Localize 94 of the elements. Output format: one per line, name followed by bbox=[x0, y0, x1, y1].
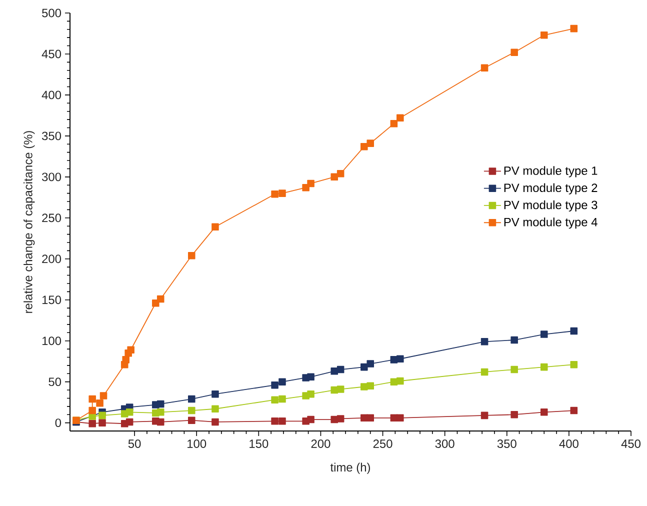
point bbox=[396, 355, 404, 363]
point bbox=[278, 418, 286, 425]
point bbox=[366, 414, 374, 422]
point bbox=[396, 414, 404, 422]
point bbox=[278, 378, 286, 386]
point bbox=[212, 390, 219, 398]
point bbox=[540, 363, 548, 371]
point bbox=[156, 400, 164, 408]
point bbox=[212, 405, 219, 413]
y-tick-label: 200 bbox=[42, 254, 62, 264]
point bbox=[396, 114, 404, 122]
x-tick-label: 450 bbox=[621, 440, 641, 448]
point bbox=[570, 360, 578, 368]
x-axis-title: time (h) bbox=[330, 462, 370, 474]
x-tick-label: 300 bbox=[435, 440, 454, 448]
point bbox=[271, 190, 278, 198]
point bbox=[98, 419, 106, 426]
point bbox=[127, 346, 134, 354]
x-tick-label: 50 bbox=[128, 440, 141, 448]
point bbox=[480, 368, 488, 376]
point bbox=[366, 140, 374, 147]
point bbox=[570, 327, 578, 335]
point bbox=[278, 190, 286, 197]
point bbox=[366, 382, 374, 390]
point bbox=[98, 412, 106, 420]
legend-label: PV module type 3 bbox=[504, 200, 598, 212]
point bbox=[188, 406, 196, 414]
point bbox=[570, 24, 578, 32]
point bbox=[156, 408, 164, 416]
point bbox=[88, 406, 96, 414]
point bbox=[307, 390, 314, 398]
point bbox=[278, 395, 286, 403]
point bbox=[212, 223, 219, 231]
point bbox=[88, 395, 96, 403]
point bbox=[336, 366, 344, 374]
point bbox=[390, 120, 398, 128]
y-tick-label: 100 bbox=[42, 336, 62, 346]
legend-label: PV module type 1 bbox=[504, 166, 598, 178]
y-tick-label: 0 bbox=[55, 418, 62, 428]
point bbox=[100, 392, 108, 400]
x-tick-label: 200 bbox=[311, 440, 330, 448]
point bbox=[336, 415, 344, 422]
y-tick-label: 450 bbox=[42, 50, 62, 58]
point bbox=[188, 252, 196, 260]
point bbox=[480, 64, 488, 72]
legend-label: PV module type 4 bbox=[504, 218, 598, 229]
point bbox=[540, 31, 548, 39]
point bbox=[336, 170, 344, 178]
point bbox=[360, 363, 368, 371]
x-tick-label: 400 bbox=[559, 440, 578, 448]
point bbox=[510, 48, 518, 56]
x-tick-label: 250 bbox=[373, 440, 392, 448]
point bbox=[307, 373, 314, 381]
point bbox=[156, 418, 164, 426]
point bbox=[540, 408, 548, 416]
point bbox=[156, 295, 164, 303]
point bbox=[336, 386, 344, 393]
y-tick-label: 500 bbox=[42, 8, 62, 18]
point bbox=[480, 412, 488, 420]
legend-label: PV module type 2 bbox=[504, 183, 598, 194]
point bbox=[188, 395, 196, 403]
y-tick-label: 350 bbox=[42, 132, 62, 140]
point bbox=[510, 336, 518, 344]
y-axis-title: relative change of capacitance (%) bbox=[24, 131, 35, 313]
point bbox=[396, 377, 404, 385]
point bbox=[271, 396, 278, 404]
point bbox=[570, 406, 578, 414]
point bbox=[480, 338, 488, 346]
point bbox=[271, 418, 278, 425]
y-tick-label: 400 bbox=[42, 90, 62, 100]
y-tick-label: 50 bbox=[48, 378, 62, 386]
point bbox=[307, 180, 314, 188]
point bbox=[126, 408, 134, 416]
point bbox=[122, 356, 130, 364]
x-tick-label: 100 bbox=[188, 440, 206, 448]
y-tick-label: 300 bbox=[42, 172, 62, 182]
point bbox=[126, 418, 134, 426]
point bbox=[88, 420, 96, 428]
point bbox=[510, 366, 518, 374]
point bbox=[307, 416, 314, 424]
y-tick-label: 150 bbox=[42, 296, 62, 304]
point bbox=[330, 368, 338, 375]
point bbox=[510, 410, 518, 418]
point bbox=[540, 330, 548, 338]
point bbox=[96, 399, 104, 407]
point bbox=[212, 418, 219, 426]
y-tick-label: 250 bbox=[42, 214, 62, 222]
point bbox=[188, 416, 196, 424]
point bbox=[271, 381, 278, 389]
x-tick-label: 150 bbox=[250, 440, 268, 448]
x-tick-label: 350 bbox=[497, 440, 516, 448]
point bbox=[366, 360, 374, 368]
point bbox=[360, 142, 368, 150]
point bbox=[330, 173, 338, 181]
